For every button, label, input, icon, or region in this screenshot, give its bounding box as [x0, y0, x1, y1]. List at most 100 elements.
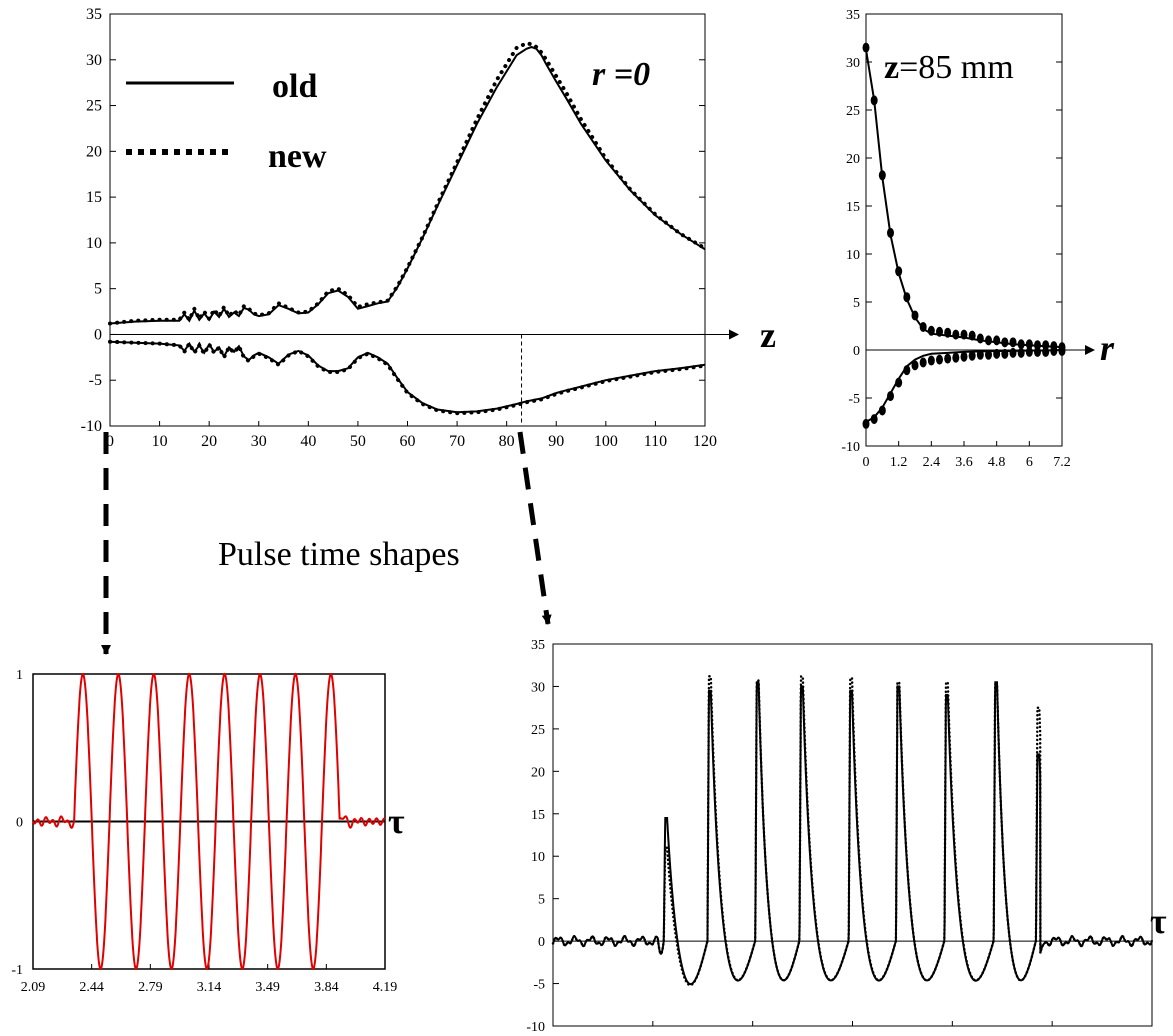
main-xtick-label: 50 [350, 433, 366, 450]
radial-ytick-label: -5 [848, 392, 860, 407]
radial-point-new [919, 321, 927, 332]
input-ytick-label: -1 [11, 963, 23, 978]
radial-point-new [993, 335, 1001, 346]
input-xtick-label: 2.79 [138, 980, 163, 995]
radial-point-new [936, 326, 943, 337]
radial-point-new [993, 348, 1001, 359]
main-xtick-label: 40 [300, 433, 316, 450]
main-xtick-label: 30 [251, 433, 267, 450]
radial-ytick-label: 35 [846, 8, 860, 23]
radial-ytick-label: 15 [846, 200, 860, 215]
radial-point-new [944, 327, 952, 338]
input-xtick-label: 2.09 [21, 980, 46, 995]
radial-point-new [870, 95, 878, 106]
output-ytick-label: 20 [531, 765, 545, 780]
output-ytick-label: -5 [533, 978, 545, 993]
connector-arrows [101, 431, 552, 655]
radial-point-new [1009, 337, 1017, 348]
legend-new-label: new [268, 138, 327, 175]
input-ytick-label: 0 [16, 816, 23, 831]
radial-ytick-label: 0 [853, 344, 860, 359]
radial-point-new [952, 352, 960, 363]
radial-series-old-upper [865, 49, 1063, 349]
r-axis-label: r [1100, 328, 1115, 368]
input-xtick-label: 3.49 [255, 980, 280, 995]
main-xtick-label: 100 [594, 433, 618, 450]
radial-point-new [944, 353, 952, 364]
radial-point-new [903, 292, 911, 303]
output-ytick-label: 30 [531, 680, 545, 695]
radial-chart: 0 1.2 2.4 3.6 4.8 6 7.2 -10 -5 0 5 10 15 20 25 30 35 r z… [841, 8, 1115, 470]
main-xtick-label: 80 [499, 433, 515, 450]
output-ytick-label: 10 [531, 850, 545, 865]
radial-point-new [887, 227, 894, 238]
radial-point-new [1025, 339, 1033, 350]
main-series-new-lower [108, 339, 707, 416]
main-ytick-label: 10 [86, 235, 102, 252]
radial-xtick-label: 4.8 [988, 455, 1006, 470]
output-tau-label: τ [1150, 901, 1167, 941]
radial-point-new [985, 335, 992, 346]
radial-ytick-label: 30 [846, 56, 860, 71]
main-ytick-label: 25 [86, 98, 102, 115]
main-series [108, 41, 707, 416]
radial-ytick-label: 5 [853, 296, 860, 311]
radial-xtick-label: 1.2 [890, 455, 908, 470]
radial-title-z: z [884, 49, 899, 86]
main-ytick-label: 15 [86, 189, 102, 206]
radial-series [862, 42, 1066, 429]
legend: old new [126, 68, 327, 175]
arrow-to-output-pulse [517, 431, 552, 625]
input-tick-labels: 2.09 2.44 2.79 3.14 3.49 3.84 4.19 -1 0 1 [11, 668, 397, 995]
output-pulse-chart: 1.882.32.723.143.563.984.4-10-5051015202… [526, 638, 1167, 1035]
output-tick-labels: 1.882.32.723.143.563.984.4-10-5051015202… [526, 638, 1153, 1035]
main-ytick-label: -5 [89, 372, 102, 389]
output-ytick-label: 35 [531, 638, 545, 653]
main-xtick-label: 120 [693, 433, 717, 450]
main-xtick-label: 20 [201, 433, 217, 450]
output-ytick-label: 0 [538, 935, 545, 950]
radial-point-new [968, 350, 976, 361]
radial-point-new [911, 310, 919, 321]
radial-title-bg [880, 44, 1045, 86]
r-zero-annotation: r =0 [592, 56, 650, 93]
radial-point-new [927, 325, 935, 336]
output-series-new [551, 675, 1154, 987]
main-xtick-label: 110 [644, 433, 667, 450]
radial-point-new [1001, 348, 1009, 359]
radial-point-new [927, 355, 935, 366]
main-series-new-upper [108, 41, 707, 326]
radial-xtick-label: 6 [1026, 455, 1033, 470]
radial-point-new [1017, 347, 1025, 358]
radial-title-rest: =85 mm [899, 49, 1014, 86]
radial-xtick-label: 2.4 [923, 455, 941, 470]
radial-point-new [1025, 346, 1033, 357]
radial-point-new [862, 42, 870, 53]
radial-point-new [919, 357, 927, 368]
main-ytick-label: -10 [81, 418, 102, 435]
radial-point-new [1058, 345, 1066, 356]
radial-point-new [960, 329, 968, 340]
main-ytick-label: 30 [86, 52, 102, 69]
radial-point-new [895, 377, 903, 388]
output-ytick-label: -10 [526, 1020, 545, 1035]
input-ytick-label: 1 [16, 668, 23, 683]
radial-point-new [968, 330, 976, 341]
radial-ytick-label: 20 [846, 152, 860, 167]
main-series-old-lower [109, 340, 706, 414]
radial-point-new [1001, 337, 1009, 348]
main-ytick-label: 5 [94, 281, 102, 298]
radial-xtick-label: 7.2 [1053, 455, 1071, 470]
radial-xtick-label: 0 [863, 455, 870, 470]
output-ytick-label: 5 [538, 893, 545, 908]
radial-ytick-label: -10 [841, 440, 860, 455]
input-pulse-curve [32, 672, 386, 971]
radial-point-new [895, 266, 903, 277]
legend-old-label: old [272, 68, 317, 105]
main-chart: 0 10 20 30 40 50 60 70 80 90 100 110 120 -10 -5 0 5 10 15 2… [81, 6, 776, 450]
main-ytick-label: 0 [94, 326, 102, 343]
input-pulse-chart: 2.09 2.44 2.79 3.14 3.49 3.84 4.19 -1 0 1 τ [11, 668, 405, 995]
radial-title: z=85 mm [884, 49, 1014, 86]
radial-point-new [1050, 345, 1058, 356]
radial-point-new [1017, 339, 1025, 350]
